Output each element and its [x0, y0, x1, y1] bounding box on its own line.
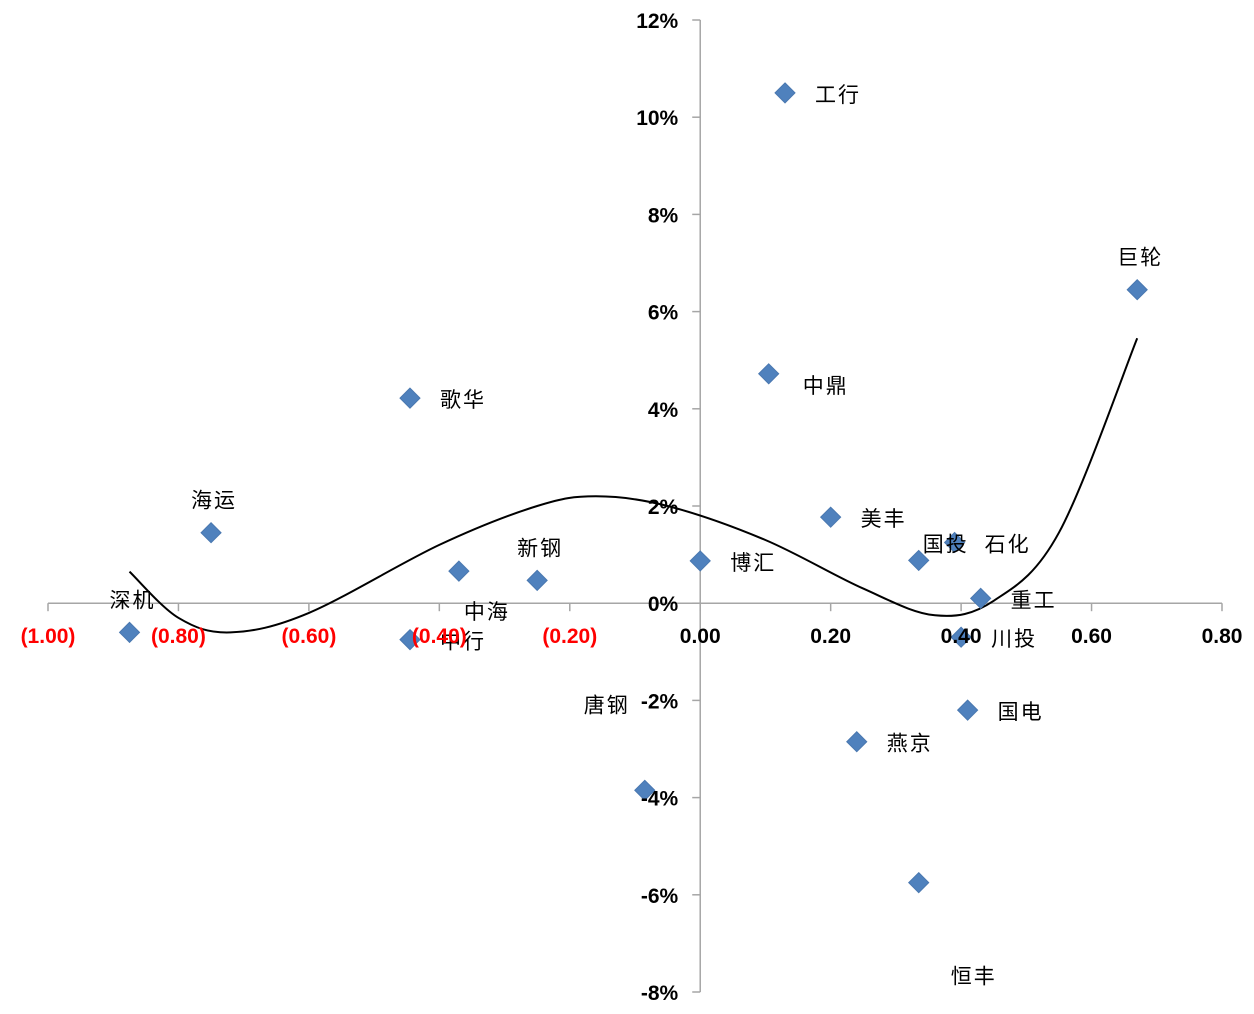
data-point-marker [399, 628, 421, 651]
data-point-label: 美丰 [861, 507, 907, 531]
data-point-label: 歌华 [440, 388, 486, 412]
y-tick-label: -2% [641, 690, 679, 713]
data-point-marker [634, 779, 656, 802]
data-point-label: 中行 [440, 630, 486, 654]
data-point-marker [448, 560, 470, 582]
data-point-label: 博汇 [730, 551, 776, 575]
trendline-group [128, 337, 1139, 634]
data-point-label: 国电 [998, 700, 1044, 724]
y-tick-label: 2% [648, 496, 679, 519]
data-point-label: 燕京 [887, 732, 933, 756]
x-tick-label: (0.60) [281, 625, 336, 648]
data-point-marker [956, 699, 979, 721]
data-point-marker [757, 363, 780, 385]
data-point-marker [689, 550, 711, 572]
axes [47, 19, 1223, 993]
y-tick-label: -8% [641, 982, 679, 1005]
data-point-label: 工行 [815, 83, 861, 107]
x-tick-label: (0.40) [412, 625, 467, 648]
data-point-marker [1126, 279, 1148, 301]
data-point-marker [819, 506, 842, 528]
trendline [128, 337, 1139, 634]
data-point-marker [908, 871, 930, 894]
y-tick-label: 4% [648, 399, 679, 422]
data-point-label: 海运 [191, 489, 237, 513]
x-tick-label: (0.80) [151, 625, 206, 648]
data-point-label: 中鼎 [803, 374, 849, 398]
data-point-marker [969, 587, 992, 610]
data-point-label: 国投 [923, 532, 969, 556]
x-tick-label: 0.60 [1071, 625, 1112, 648]
data-point-label: 石化 [985, 532, 1031, 556]
tick-label-group: (1.00) (0.80) (0.60) (0.40) (0.20) 0.00 0.20 0.… [21, 10, 1243, 1005]
x-tick-label: 0.40 [941, 625, 982, 648]
y-tick-label: -4% [641, 788, 679, 811]
y-tick-label: 12% [636, 10, 678, 33]
data-point-marker [950, 626, 972, 648]
marker-group [118, 82, 1148, 894]
data-point-marker [200, 522, 222, 544]
x-tick-label: 0.20 [810, 625, 851, 648]
x-tick-label: 0.00 [680, 625, 721, 648]
data-point-label: 深机 [110, 588, 156, 612]
data-point-marker [399, 387, 421, 409]
data-point-marker [526, 569, 548, 592]
data-point-label: 巨轮 [1117, 246, 1163, 270]
y-tick-label: 10% [636, 107, 678, 130]
x-tick-label: (1.00) [21, 625, 76, 648]
data-point-label: 恒丰 [951, 965, 997, 989]
data-point-label: 中海 [464, 600, 510, 624]
data-point-marker [774, 82, 796, 104]
x-tick-label: 0.80 [1202, 625, 1243, 648]
y-tick-label: 8% [648, 204, 679, 227]
data-point-label: 重工 [1011, 588, 1057, 612]
data-point-marker [908, 549, 930, 572]
data-point-marker [846, 731, 868, 753]
data-point-marker [943, 531, 966, 554]
y-tick-label: 0% [648, 593, 679, 616]
data-point-label: 唐钢 [584, 693, 630, 717]
data-point-marker [118, 621, 141, 644]
data-point-label: 川投 [991, 627, 1037, 651]
y-tick-label: -6% [641, 885, 679, 908]
data-point-label: 新钢 [517, 536, 563, 560]
y-tick-label: 6% [648, 302, 679, 325]
x-tick-label: (0.20) [542, 625, 597, 648]
